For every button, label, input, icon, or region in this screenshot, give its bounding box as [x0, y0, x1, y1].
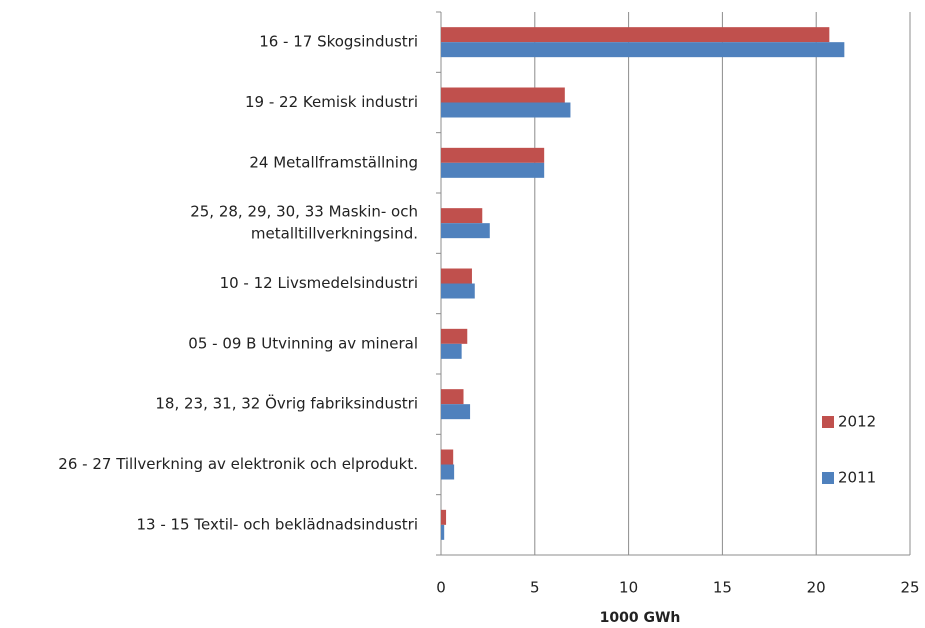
x-tick-label: 15: [713, 579, 732, 597]
y-tick-label: 25, 28, 29, 30, 33 Maskin- och: [190, 203, 418, 221]
y-tick-label: 19 - 22 Kemisk industri: [245, 93, 418, 111]
bar: [441, 162, 545, 178]
bar: [441, 27, 830, 43]
y-tick-label: 26 - 27 Tillverkning av elektronik och e…: [58, 455, 418, 473]
y-tick-label: 24 Metallframställning: [249, 153, 418, 171]
bar: [441, 42, 845, 58]
legend-swatch: [822, 416, 834, 428]
x-tick-label: 20: [807, 579, 826, 597]
x-tick-label: 0: [436, 579, 446, 597]
y-tick-label: 16 - 17 Skogsindustri: [259, 33, 418, 51]
bar: [441, 102, 571, 118]
bar: [441, 509, 447, 525]
bar: [441, 389, 464, 405]
legend-label: 2011: [838, 469, 876, 487]
bar: [441, 343, 462, 359]
y-tick-label: 13 - 15 Textil- och beklädnadsindustri: [136, 515, 418, 533]
bar: [441, 328, 468, 344]
bar: [441, 87, 565, 103]
bar: [441, 449, 454, 465]
bar: [441, 524, 445, 540]
bar: [441, 404, 471, 420]
x-axis-label: 1000 GWh: [600, 610, 681, 626]
y-tick-label: 18, 23, 31, 32 Övrig fabriksindustri: [155, 394, 418, 413]
y-tick-label: 05 - 09 B Utvinning av mineral: [188, 334, 418, 352]
bar: [441, 208, 483, 224]
bar: [441, 283, 475, 299]
bar: [441, 464, 455, 480]
y-tick-label: metalltillverkningsind.: [251, 225, 418, 243]
x-tick-label: 5: [530, 579, 540, 597]
bar: [441, 223, 490, 239]
legend-swatch: [822, 472, 834, 484]
bar: [441, 268, 472, 284]
x-tick-label: 25: [900, 579, 919, 597]
y-tick-label: 10 - 12 Livsmedelsindustri: [220, 274, 418, 292]
x-tick-label: 10: [619, 579, 638, 597]
bar: [441, 147, 545, 163]
legend-label: 2012: [838, 413, 876, 431]
